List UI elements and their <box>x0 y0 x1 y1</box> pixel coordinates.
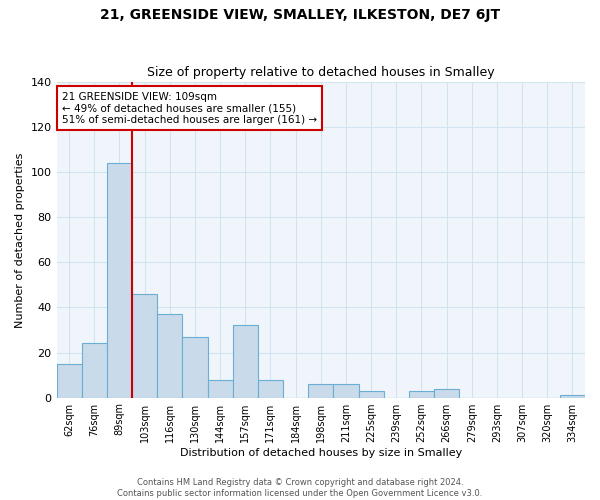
Text: Contains HM Land Registry data © Crown copyright and database right 2024.
Contai: Contains HM Land Registry data © Crown c… <box>118 478 482 498</box>
Bar <box>560 396 585 398</box>
Bar <box>56 364 82 398</box>
Bar <box>434 388 459 398</box>
Bar <box>359 391 383 398</box>
Bar <box>258 380 283 398</box>
Bar <box>409 391 434 398</box>
X-axis label: Distribution of detached houses by size in Smalley: Distribution of detached houses by size … <box>179 448 462 458</box>
Bar <box>233 326 258 398</box>
Text: 21 GREENSIDE VIEW: 109sqm
← 49% of detached houses are smaller (155)
51% of semi: 21 GREENSIDE VIEW: 109sqm ← 49% of detac… <box>62 92 317 124</box>
Title: Size of property relative to detached houses in Smalley: Size of property relative to detached ho… <box>147 66 494 80</box>
Y-axis label: Number of detached properties: Number of detached properties <box>15 152 25 328</box>
Bar <box>82 344 107 398</box>
Bar <box>308 384 334 398</box>
Bar <box>182 336 208 398</box>
Bar <box>132 294 157 398</box>
Bar <box>157 314 182 398</box>
Bar <box>107 163 132 398</box>
Bar <box>334 384 359 398</box>
Bar <box>208 380 233 398</box>
Text: 21, GREENSIDE VIEW, SMALLEY, ILKESTON, DE7 6JT: 21, GREENSIDE VIEW, SMALLEY, ILKESTON, D… <box>100 8 500 22</box>
